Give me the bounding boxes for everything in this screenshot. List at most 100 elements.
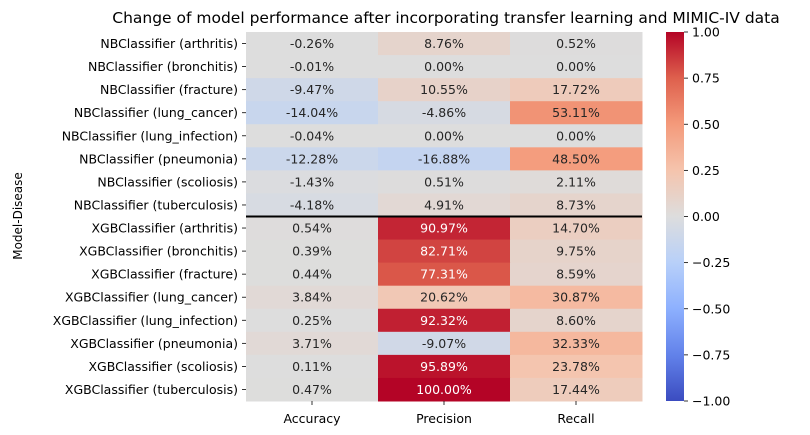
cell-value-label: -4.18%	[290, 197, 334, 212]
heatmap-cell	[246, 285, 379, 310]
y-axis-ticks: NBClassifier (arthritis) NBClassifier (br…	[53, 36, 246, 397]
cell-value-label: -9.07%	[422, 336, 466, 351]
cell-value-label: -0.26%	[290, 36, 334, 51]
colorbar-tick-label: −0.50	[692, 301, 730, 316]
y-tick-label: XGBClassifier (pneumonia)	[70, 336, 238, 351]
cell-value-label: -0.01%	[290, 59, 334, 74]
cell-value-label: -14.04%	[286, 105, 338, 120]
heatmap-cell	[378, 377, 511, 402]
heatmap-cell	[510, 285, 643, 310]
heatmap-cell	[246, 262, 379, 287]
heatmap-cell-labels: -0.26% 8.76% 0.52% -0.01% 0.00% 0.00% -9.47% 10…	[286, 36, 600, 397]
cell-value-label: 8.60%	[556, 313, 596, 328]
heatmap-cell	[510, 262, 643, 287]
heatmap-cells	[246, 32, 643, 402]
cell-value-label: 0.52%	[556, 36, 596, 51]
cell-value-label: 82.71%	[420, 244, 468, 259]
cell-value-label: 32.33%	[552, 336, 600, 351]
heatmap-cell	[246, 331, 379, 356]
colorbar-tick-label: −1.00	[692, 394, 730, 409]
cell-value-label: 23.78%	[552, 359, 600, 374]
cell-value-label: 14.70%	[552, 221, 600, 236]
y-tick-label: NBClassifier (scoliosis)	[97, 174, 238, 189]
cell-value-label: -4.86%	[422, 105, 466, 120]
heatmap-cell	[510, 55, 643, 79]
cell-value-label: 9.75%	[556, 244, 596, 259]
colorbar	[666, 32, 684, 401]
cell-value-label: 0.00%	[556, 128, 596, 143]
colorbar-tick-label: 0.75	[692, 71, 720, 86]
cell-value-label: 53.11%	[552, 105, 600, 120]
y-tick-label: XGBClassifier (bronchitis)	[79, 244, 238, 259]
cell-value-label: 10.55%	[420, 82, 468, 97]
cell-value-label: 0.11%	[292, 359, 332, 374]
cell-value-label: 0.54%	[292, 221, 332, 236]
cell-value-label: 30.87%	[552, 290, 600, 305]
cell-value-label: 8.59%	[556, 267, 596, 282]
heatmap-cell	[510, 78, 643, 102]
heatmap-cell	[246, 147, 379, 171]
colorbar-tick-label: 1.00	[692, 25, 720, 40]
cell-value-label: 17.44%	[552, 382, 600, 397]
cell-value-label: 3.84%	[292, 290, 332, 305]
cell-value-label: 48.50%	[552, 151, 600, 166]
heatmap-cell	[378, 262, 511, 287]
heatmap-cell	[378, 308, 511, 333]
heatmap-cell	[246, 216, 379, 241]
heatmap-cell	[378, 147, 511, 171]
y-tick-label: NBClassifier (lung_cancer)	[74, 105, 238, 120]
heatmap-cell	[378, 124, 511, 148]
heatmap-cell	[378, 32, 511, 56]
cell-value-label: 3.71%	[292, 336, 332, 351]
heatmap-cell	[378, 239, 511, 264]
x-tick-label: Recall	[557, 411, 594, 426]
colorbar-tick-label: 0.00	[692, 209, 720, 224]
y-tick-label: NBClassifier (bronchitis)	[88, 59, 238, 74]
heatmap-cell	[378, 216, 511, 241]
cell-value-label: 95.89%	[420, 359, 468, 374]
cell-value-label: -1.43%	[290, 174, 334, 189]
heatmap-cell	[378, 101, 511, 125]
cell-value-label: 20.62%	[420, 290, 468, 305]
heatmap-cell	[510, 308, 643, 333]
y-axis-label: Model-Disease	[11, 172, 25, 260]
cell-value-label: 2.11%	[556, 174, 596, 189]
colorbar-tick-label: −0.25	[692, 255, 730, 270]
heatmap-cell	[510, 170, 643, 194]
x-axis-ticks: Accuracy Precision Recall	[283, 401, 595, 426]
cell-value-label: 0.51%	[424, 174, 464, 189]
cell-value-label: 8.73%	[556, 197, 596, 212]
chart-title: Change of model performance after incorp…	[112, 9, 780, 27]
heatmap-cell	[246, 32, 379, 56]
heatmap-cell	[510, 239, 643, 264]
colorbar-tick-label: 0.25	[692, 163, 720, 178]
cell-value-label: 0.47%	[292, 382, 332, 397]
cell-value-label: 100.00%	[416, 382, 472, 397]
y-tick-label: XGBClassifier (arthritis)	[91, 221, 238, 236]
heatmap-cell	[510, 124, 643, 148]
x-tick-label: Accuracy	[283, 411, 341, 426]
cell-value-label: 0.44%	[292, 267, 332, 282]
cell-value-label: 0.00%	[424, 59, 464, 74]
cell-value-label: 8.76%	[424, 36, 464, 51]
cell-value-label: -0.04%	[290, 128, 334, 143]
heatmap-cell	[510, 216, 643, 241]
heatmap-cell	[246, 101, 379, 125]
heatmap-cell	[246, 78, 379, 102]
heatmap-cell	[510, 354, 643, 379]
colorbar-tick-label: −0.75	[692, 347, 730, 362]
cell-value-label: -16.88%	[418, 151, 470, 166]
cell-value-label: 0.00%	[556, 59, 596, 74]
colorbar-tick-label: 0.50	[692, 117, 720, 132]
y-tick-label: XGBClassifier (fracture)	[91, 267, 238, 282]
y-tick-label: XGBClassifier (tuberculosis)	[65, 382, 238, 397]
heatmap-cell	[246, 170, 379, 194]
heatmap-cell	[378, 285, 511, 310]
heatmap-cell	[510, 193, 643, 217]
cell-value-label: 77.31%	[420, 267, 468, 282]
y-tick-label: XGBClassifier (lung_cancer)	[65, 290, 238, 305]
heatmap-cell	[378, 78, 511, 102]
heatmap-cell	[510, 377, 643, 402]
heatmap-cell	[378, 170, 511, 194]
heatmap-cell	[378, 331, 511, 356]
